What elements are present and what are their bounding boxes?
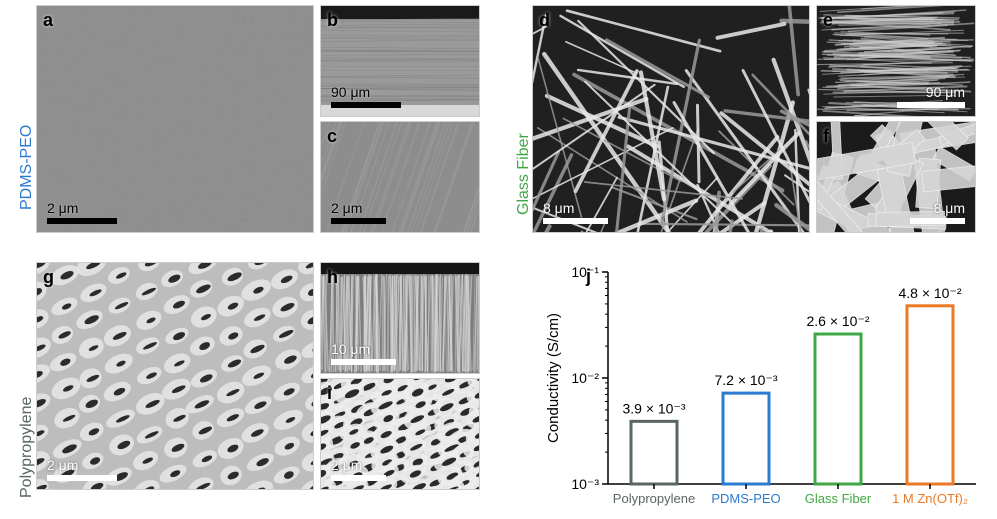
side-label-2: Polypropylene — [18, 397, 36, 498]
ytick-label: 10⁻² — [571, 370, 599, 386]
side-label-1: Glass Fiber — [515, 133, 533, 215]
scalebar-d: 8 μm — [543, 200, 608, 224]
scalebar-line — [331, 102, 401, 108]
bar-2 — [815, 334, 861, 484]
scalebar-text: 2 μm — [47, 200, 78, 216]
bar-1 — [723, 393, 769, 484]
scalebar-e: 90 μm — [897, 84, 965, 108]
scalebar-b: 90 μm — [331, 84, 401, 108]
category-label: 1 M Zn(OTf)₂ — [892, 491, 968, 506]
panel-label-h: h — [327, 267, 338, 288]
panel-label-a: a — [43, 10, 53, 31]
sem-panel-g: g 2 μm — [36, 262, 314, 490]
value-label: 4.8 × 10⁻² — [898, 285, 961, 301]
scalebar-a: 2 μm — [47, 200, 117, 224]
sem-panel-f: f 8 μm — [816, 121, 976, 233]
sem-panel-h: h 10 μm — [320, 262, 480, 374]
sem-panel-e: e 90 μm — [816, 5, 976, 117]
scalebar-i: 2 μm — [331, 457, 386, 481]
category-label: PDMS-PEO — [711, 491, 780, 506]
bar-3 — [907, 306, 953, 484]
sem-panel-b: b 90 μm — [320, 5, 480, 117]
panel-label-c: c — [327, 126, 337, 147]
scalebar-text: 90 μm — [926, 84, 965, 100]
value-label: 7.2 × 10⁻³ — [714, 372, 777, 388]
scalebar-text: 2 μm — [331, 457, 362, 473]
panel-label-b: b — [327, 10, 338, 31]
y-axis-label: Conductivity (S/cm) — [545, 313, 562, 443]
panel-label-j: j — [585, 266, 591, 286]
bar-0 — [631, 421, 677, 484]
scalebar-g: 2 μm — [47, 457, 117, 481]
chart-panel-j: 10⁻³10⁻²10⁻¹Polypropylene3.9 × 10⁻³PDMS-… — [540, 262, 986, 512]
panel-label-d: d — [539, 10, 550, 31]
scalebar-c: 2 μm — [331, 200, 386, 224]
scalebar-text: 8 μm — [934, 200, 965, 216]
scalebar-text: 10 μm — [331, 341, 370, 357]
scalebar-text: 2 μm — [331, 200, 362, 216]
panel-label-i: i — [327, 383, 332, 404]
scalebar-h: 10 μm — [331, 341, 396, 365]
sem-panel-c: c 2 μm — [320, 121, 480, 233]
scalebar-f: 8 μm — [910, 200, 965, 224]
scalebar-line — [897, 102, 965, 108]
sem-panel-a: a 2 μm — [36, 5, 314, 233]
panel-label-g: g — [43, 267, 54, 288]
value-label: 2.6 × 10⁻² — [806, 313, 869, 329]
panel-label-f: f — [823, 126, 829, 147]
scalebar-line — [47, 218, 117, 224]
scalebar-line — [910, 218, 965, 224]
panel-label-e: e — [823, 10, 833, 31]
scalebar-line — [331, 359, 396, 365]
category-label: Polypropylene — [613, 491, 695, 506]
scalebar-line — [47, 475, 117, 481]
sem-panel-i: i 2 μm — [320, 378, 480, 490]
scalebar-text: 2 μm — [47, 457, 78, 473]
category-label: Glass Fiber — [805, 491, 872, 506]
sem-panel-d: d 8 μm — [532, 5, 810, 233]
scalebar-text: 8 μm — [543, 200, 574, 216]
scalebar-line — [543, 218, 608, 224]
value-label: 3.9 × 10⁻³ — [622, 400, 685, 416]
scalebar-line — [331, 218, 386, 224]
side-label-0: PDMS-PEO — [18, 125, 36, 210]
scalebar-text: 90 μm — [331, 84, 370, 100]
ytick-label: 10⁻³ — [571, 476, 599, 492]
scalebar-line — [331, 475, 386, 481]
